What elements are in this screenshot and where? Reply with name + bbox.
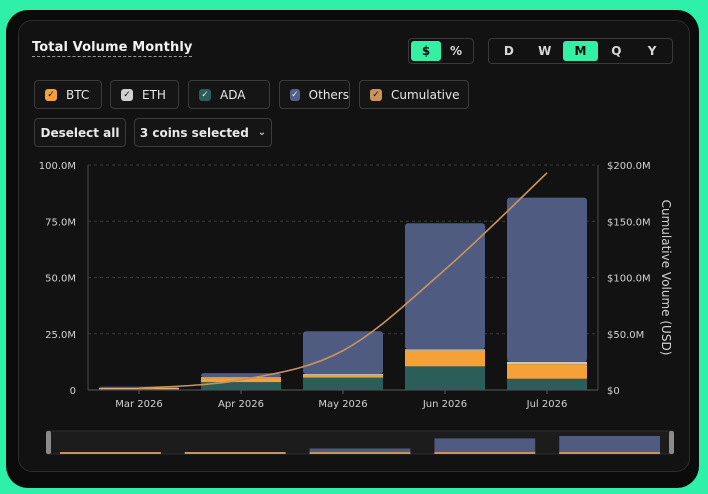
deselect-all-button[interactable]: Deselect all [34, 118, 126, 147]
filter-chip-label: ETH [142, 87, 166, 102]
check-icon: ✓ [45, 88, 57, 101]
check-icon: ✓ [290, 88, 300, 101]
bar-segment-eth [405, 349, 485, 351]
bar-segment-btc [99, 388, 179, 390]
bar-segment-eth [201, 377, 281, 379]
period-month-button[interactable]: M [562, 41, 599, 61]
bar-segment-ada [99, 389, 179, 390]
bar-segment-eth [303, 374, 383, 375]
x-tick-label: Apr 2026 [218, 399, 264, 410]
navigator-bar [559, 436, 660, 454]
y2-tick-label: $150.0M [607, 217, 651, 228]
y2-tick-label: $200.0M [607, 161, 651, 172]
navigator-bar-base [184, 452, 286, 454]
period-year-button[interactable]: Y [647, 44, 657, 58]
coins-select-dropdown[interactable]: 3 coins selected ⌄ [134, 118, 272, 147]
unit-toggle: $ % [408, 38, 474, 64]
check-icon: ✓ [121, 88, 133, 101]
cumulative-line [138, 172, 548, 390]
period-day-button[interactable]: D [503, 44, 514, 58]
filter-chip-btc[interactable]: ✓ BTC [34, 80, 102, 109]
bar-segment-others [405, 223, 485, 350]
y-tick-label: 25.0M [45, 330, 76, 341]
filter-chip-label: Cumulative [391, 87, 460, 102]
filter-chip-label: ADA [220, 87, 246, 102]
coins-select-label: 3 coins selected [139, 125, 249, 140]
unit-dollar-button[interactable]: $ [411, 41, 441, 61]
y2-tick-label: $100.0M [607, 274, 651, 285]
x-tick-label: May 2026 [318, 399, 367, 410]
period-week-button[interactable]: W [538, 44, 552, 58]
bar-segment-others [507, 197, 587, 362]
period-quarter-button[interactable]: Q [611, 44, 622, 58]
filter-chip-cumulative[interactable]: ✓ Cumulative [359, 80, 469, 109]
check-icon: ✓ [199, 88, 211, 101]
bar-segment-ada [507, 378, 587, 390]
filter-chip-label: Others [308, 87, 349, 102]
navigator-right-handle[interactable] [669, 431, 674, 454]
bar-segment-eth [507, 361, 587, 365]
y-tick-label: 0 [70, 386, 76, 397]
y2-axis-label: Cumulative Volume (USD) [659, 200, 673, 356]
navigator-bar-base [309, 452, 411, 454]
filter-chip-eth[interactable]: ✓ ETH [110, 80, 179, 109]
filter-chip-ada[interactable]: ✓ ADA [188, 80, 270, 109]
bar-segment-btc [507, 364, 587, 379]
bar-segment-btc [303, 374, 383, 378]
bar-segment-btc [405, 350, 485, 367]
navigator-bar [434, 438, 536, 454]
navigator-left-handle[interactable] [46, 431, 51, 454]
check-icon: ✓ [370, 88, 382, 101]
x-tick-label: Jun 2026 [422, 399, 467, 410]
chevron-down-icon: ⌄ [257, 127, 267, 138]
bar-segment-ada [303, 377, 383, 390]
x-tick-label: Mar 2026 [115, 399, 163, 410]
navigator-bar-base [60, 452, 161, 454]
navigator-bar [309, 448, 411, 454]
x-tick-label: Jul 2026 [526, 399, 568, 410]
filter-chip-others[interactable]: ✓ Others [279, 80, 350, 109]
y-tick-label: 100.0M [39, 161, 76, 172]
filter-chip-label: BTC [66, 87, 90, 102]
y2-tick-label: $0 [607, 386, 620, 397]
y-tick-label: 50.0M [45, 274, 76, 285]
unit-percent-button[interactable]: % [449, 44, 463, 58]
y2-tick-label: $50.0M [607, 330, 644, 341]
bar-segment-others [303, 331, 383, 375]
bar-segment-ada [405, 366, 485, 390]
chart-title: Total Volume Monthly [32, 40, 193, 57]
navigator-bar-base [559, 452, 660, 454]
period-toggle: D W M Q Y [488, 38, 673, 64]
bar-segment-ada [201, 382, 281, 390]
navigator-bar-base [434, 452, 536, 454]
y-tick-label: 75.0M [45, 217, 76, 228]
